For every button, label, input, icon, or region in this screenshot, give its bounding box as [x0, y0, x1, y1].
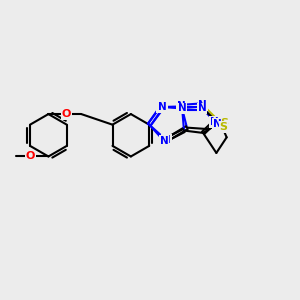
- Text: N: N: [198, 100, 207, 110]
- Text: S: S: [220, 118, 228, 128]
- Text: O: O: [26, 152, 35, 161]
- Text: O: O: [62, 109, 71, 119]
- Text: N: N: [157, 102, 166, 112]
- Text: N: N: [178, 103, 187, 113]
- Text: N: N: [213, 119, 221, 129]
- Text: N: N: [160, 136, 168, 146]
- Text: S: S: [219, 122, 227, 132]
- Text: N: N: [162, 135, 171, 145]
- Text: N: N: [158, 102, 167, 112]
- Text: N: N: [210, 117, 218, 127]
- Text: N: N: [177, 101, 186, 111]
- Text: N: N: [198, 103, 207, 113]
